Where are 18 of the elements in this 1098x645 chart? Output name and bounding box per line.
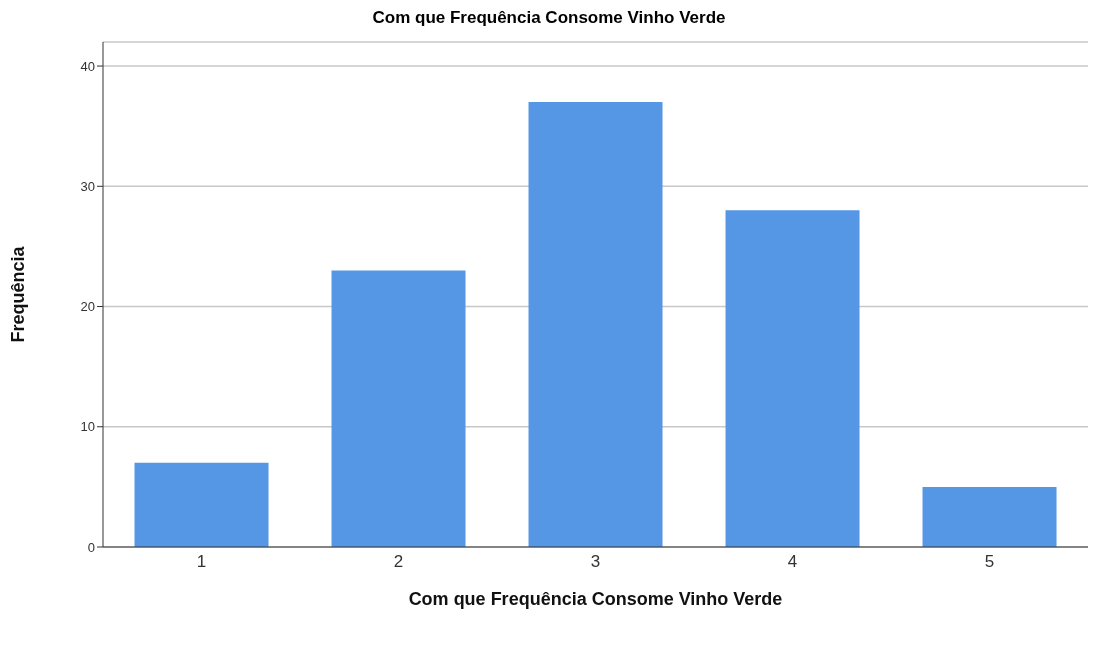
- y-tick-label: 40: [80, 58, 95, 74]
- y-tick-label: 10: [80, 419, 95, 435]
- y-tick-label: 20: [80, 299, 95, 315]
- x-axis-title: Com que Frequência Consome Vinho Verde: [408, 589, 783, 609]
- bar: [331, 270, 466, 547]
- x-tick-label: 2: [393, 552, 404, 572]
- y-axis-title: Frequência: [8, 245, 29, 343]
- x-tick-label: 5: [984, 552, 995, 572]
- y-tick-label: 30: [80, 178, 95, 194]
- x-tick-label: 1: [196, 552, 207, 572]
- chart-title: Com que Frequência Consome Vinho Verde: [371, 8, 727, 29]
- bar: [922, 486, 1057, 547]
- bar: [528, 102, 663, 547]
- x-tick-label: 3: [590, 552, 601, 572]
- bar: [725, 210, 860, 547]
- x-tick-label: 4: [787, 552, 798, 572]
- bar: [134, 462, 269, 547]
- y-tick-label: 0: [87, 539, 95, 555]
